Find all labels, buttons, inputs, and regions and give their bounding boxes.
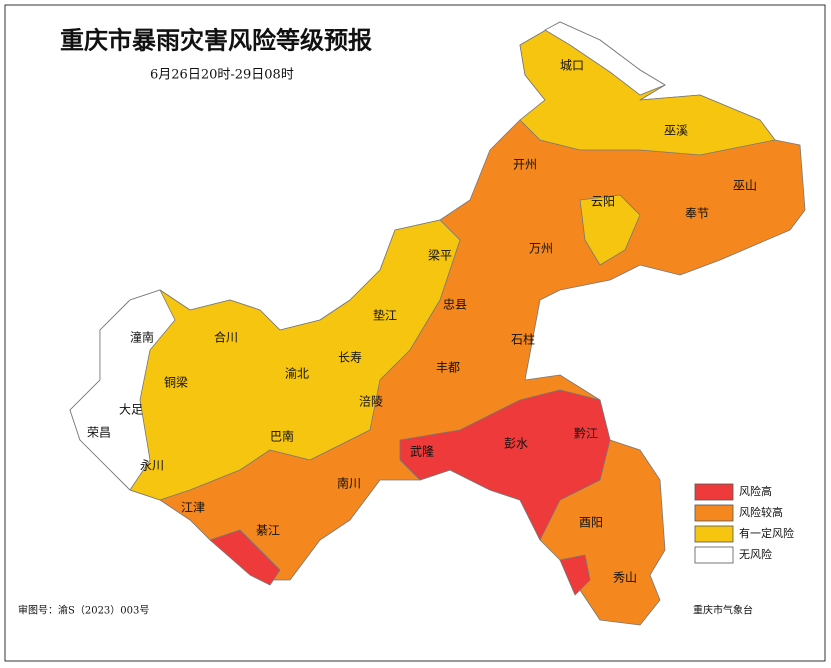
district-label: 巴南 bbox=[270, 429, 294, 444]
legend-swatch bbox=[694, 504, 734, 522]
legend-label: 风险高 bbox=[739, 484, 772, 498]
legend-label: 风险较高 bbox=[739, 505, 783, 519]
district-label: 涪陵 bbox=[359, 394, 383, 409]
map-title: 重庆市暴雨灾害风险等级预报 bbox=[60, 26, 372, 55]
district-label: 合川 bbox=[214, 330, 238, 345]
region-white-west bbox=[69, 289, 176, 491]
region-red-south bbox=[559, 554, 591, 596]
district-label: 永川 bbox=[140, 459, 164, 473]
region-red-qijiang bbox=[209, 529, 281, 586]
district-label: 彭水 bbox=[504, 437, 528, 451]
district-label: 荣昌 bbox=[87, 426, 111, 440]
district-label: 黔江 bbox=[574, 426, 598, 441]
map-number: 审图号：渝S（2023）003号 bbox=[18, 604, 149, 617]
district-label: 綦江 bbox=[256, 524, 280, 538]
district-label: 铜梁 bbox=[164, 375, 188, 390]
region-yellow-west bbox=[69, 219, 461, 501]
district-label: 酉阳 bbox=[579, 516, 603, 530]
legend-swatch bbox=[694, 546, 734, 564]
district-label: 垫江 bbox=[373, 308, 397, 323]
map-subtitle: 6月26日20时-29日08时 bbox=[150, 68, 294, 83]
district-label: 城口 bbox=[560, 59, 584, 73]
district-label: 长寿 bbox=[338, 351, 362, 365]
region-white-chengkou bbox=[544, 21, 666, 96]
district-label: 武隆 bbox=[410, 444, 434, 459]
district-label: 开州 bbox=[513, 158, 537, 172]
district-label: 忠县 bbox=[443, 298, 467, 312]
district-label: 大足 bbox=[119, 403, 143, 417]
district-label: 渝北 bbox=[285, 366, 309, 381]
district-label: 秀山 bbox=[613, 571, 637, 585]
district-labels: 城口 巫溪 开州 云阳 巫山 奉节 梁平 万州 忠县 垫江 石柱 长寿 丰都 涪… bbox=[87, 59, 757, 585]
district-label: 巫溪 bbox=[664, 124, 688, 138]
region-yellow-yunyang bbox=[579, 194, 641, 266]
region-red-east bbox=[399, 389, 611, 541]
district-label: 云阳 bbox=[591, 195, 615, 209]
district-label: 奉节 bbox=[685, 207, 709, 221]
legend-swatch bbox=[694, 525, 734, 543]
district-label: 潼南 bbox=[130, 330, 154, 345]
district-label: 梁平 bbox=[428, 248, 452, 263]
map-regions bbox=[69, 21, 806, 626]
legend-label: 有一定风险 bbox=[739, 526, 794, 540]
district-label: 巫山 bbox=[733, 179, 757, 193]
district-label: 石柱 bbox=[511, 332, 535, 347]
district-label: 万州 bbox=[529, 242, 553, 256]
legend-label: 无风险 bbox=[739, 547, 772, 561]
legend-swatch bbox=[694, 483, 734, 501]
district-label: 江津 bbox=[181, 501, 205, 515]
district-label: 南川 bbox=[337, 476, 361, 491]
district-label: 丰都 bbox=[436, 361, 460, 375]
source: 重庆市气象台 bbox=[693, 604, 753, 617]
